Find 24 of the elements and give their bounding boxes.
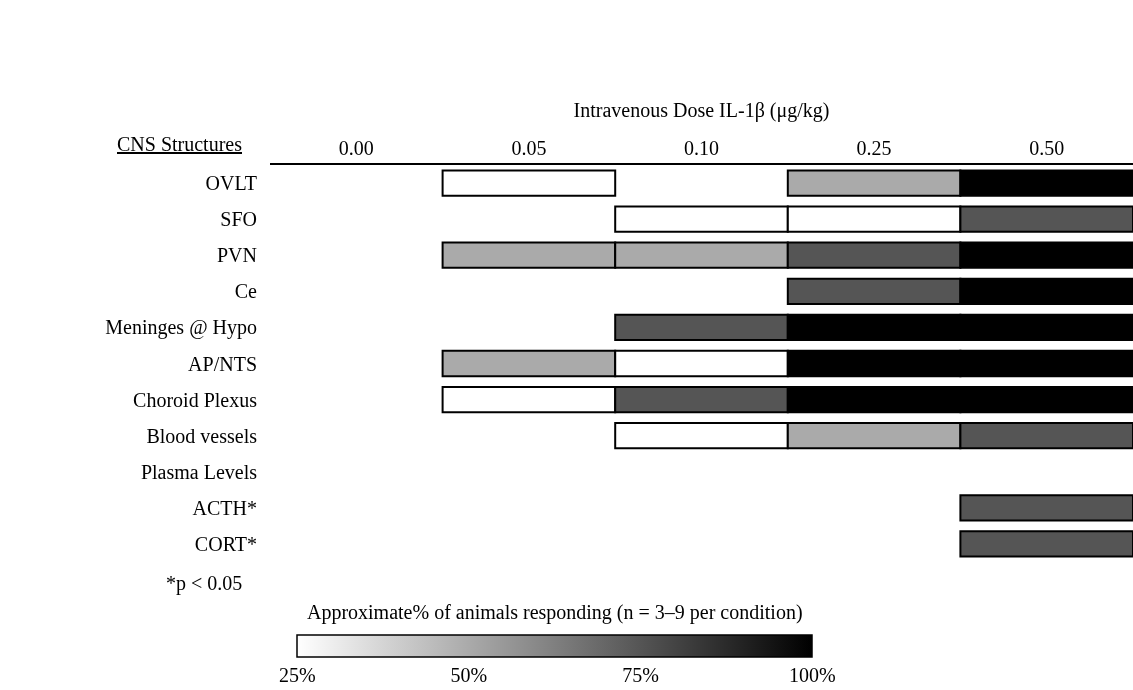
color-bar-title: Approximate% of animals responding (n = 3–9 per condition) [306,600,803,624]
x-tick-label: 0.00 [338,137,374,160]
y-tick-label: Blood vessels [146,424,258,447]
y-tick-label: Meninges @ Hypo [105,316,257,340]
y-tick-label: ACTH* [192,496,257,519]
x-tick-label: 0.10 [684,137,719,160]
text: *p < 0.05 [166,572,243,595]
y-tick-label: OVLT [205,172,257,195]
x-tick-label: 0.05 [511,137,547,160]
y-tick-label: Choroid Plexus [133,388,258,411]
color-bar-label: 100% [788,664,836,687]
x-tick-label: 0.25 [856,137,892,160]
y-tick-label: CORT* [194,532,257,555]
x-tick-label: 0.50 [1029,137,1065,160]
y-tick-label: Ce [234,280,258,303]
x-axis-title: Intravenous Dose IL-1β (μg/kg) [573,99,830,123]
y-tick-label: AP/NTS [188,352,257,375]
y-tick-label: Plasma Levels [140,460,258,483]
y-axis-title: CNS Structures [117,133,243,155]
color-bar-label: 75% [622,664,659,687]
y-tick-label: SFO [220,208,257,231]
color-bar-label: 50% [450,664,488,687]
y-tick-label: PVN [216,244,257,267]
color-bar-label: 25% [278,664,316,687]
